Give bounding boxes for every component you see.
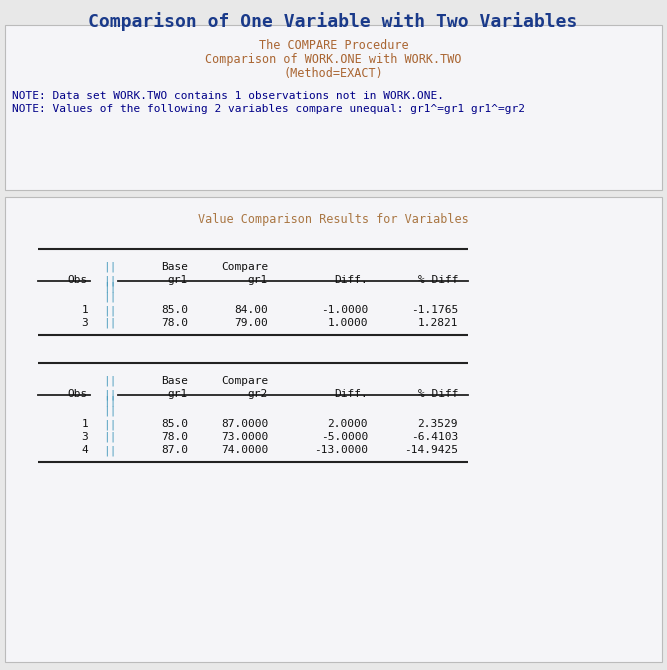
- Text: Compare: Compare: [221, 376, 268, 386]
- Text: ||: ||: [103, 275, 117, 285]
- Text: 87.0000: 87.0000: [221, 419, 268, 429]
- Text: 73.0000: 73.0000: [221, 432, 268, 442]
- FancyBboxPatch shape: [5, 197, 662, 662]
- Text: 4: 4: [81, 445, 88, 455]
- Text: Value Comparison Results for Variables: Value Comparison Results for Variables: [198, 213, 469, 226]
- Text: NOTE: Values of the following 2 variables compare unequal: gr1^=gr1 gr1^=gr2: NOTE: Values of the following 2 variable…: [12, 104, 525, 114]
- Text: The COMPARE Procedure: The COMPARE Procedure: [259, 39, 408, 52]
- Text: 87.0: 87.0: [161, 445, 188, 455]
- Text: -5.0000: -5.0000: [321, 432, 368, 442]
- Text: ||: ||: [103, 305, 117, 316]
- Text: (Method=EXACT): (Method=EXACT): [283, 67, 384, 80]
- Text: 1: 1: [81, 419, 88, 429]
- Text: gr1: gr1: [167, 275, 188, 285]
- Text: ||: ||: [103, 292, 117, 302]
- Text: Compare: Compare: [221, 262, 268, 272]
- Text: Base: Base: [161, 262, 188, 272]
- Text: NOTE: Data set WORK.TWO contains 1 observations not in WORK.ONE.: NOTE: Data set WORK.TWO contains 1 obser…: [12, 91, 444, 101]
- Text: ||: ||: [103, 445, 117, 456]
- Text: 1.0000: 1.0000: [327, 318, 368, 328]
- FancyBboxPatch shape: [5, 25, 662, 190]
- Text: Comparison of One Variable with Two Variables: Comparison of One Variable with Two Vari…: [88, 12, 578, 31]
- Text: Comparison of WORK.ONE with WORK.TWO: Comparison of WORK.ONE with WORK.TWO: [205, 53, 462, 66]
- Text: 85.0: 85.0: [161, 305, 188, 315]
- Text: 1: 1: [81, 305, 88, 315]
- Text: Base: Base: [161, 376, 188, 386]
- Text: -1.0000: -1.0000: [321, 305, 368, 315]
- Text: 85.0: 85.0: [161, 419, 188, 429]
- Text: 1.2821: 1.2821: [418, 318, 458, 328]
- Text: -1.1765: -1.1765: [411, 305, 458, 315]
- Text: 79.00: 79.00: [234, 318, 268, 328]
- Text: % Diff: % Diff: [418, 389, 458, 399]
- Text: ||: ||: [103, 406, 117, 417]
- Text: ||: ||: [103, 419, 117, 429]
- Text: gr1: gr1: [247, 275, 268, 285]
- Text: -13.0000: -13.0000: [314, 445, 368, 455]
- Text: 74.0000: 74.0000: [221, 445, 268, 455]
- Text: 2.3529: 2.3529: [418, 419, 458, 429]
- Text: 2.0000: 2.0000: [327, 419, 368, 429]
- Text: ||: ||: [103, 318, 117, 328]
- Text: ||: ||: [103, 432, 117, 442]
- Text: gr1: gr1: [167, 389, 188, 399]
- Text: 3: 3: [81, 318, 88, 328]
- Text: Obs: Obs: [68, 275, 88, 285]
- Text: 78.0: 78.0: [161, 432, 188, 442]
- Text: -14.9425: -14.9425: [404, 445, 458, 455]
- Text: Diff.: Diff.: [334, 389, 368, 399]
- Text: ||: ||: [103, 262, 117, 273]
- Text: ||: ||: [103, 376, 117, 387]
- Text: ||: ||: [103, 389, 117, 399]
- Text: ||: ||: [103, 395, 117, 405]
- Text: Obs: Obs: [68, 389, 88, 399]
- Text: % Diff: % Diff: [418, 275, 458, 285]
- Text: gr2: gr2: [247, 389, 268, 399]
- Text: 84.00: 84.00: [234, 305, 268, 315]
- Text: 78.0: 78.0: [161, 318, 188, 328]
- Text: 3: 3: [81, 432, 88, 442]
- Text: ||: ||: [103, 281, 117, 291]
- Text: -6.4103: -6.4103: [411, 432, 458, 442]
- Text: Diff.: Diff.: [334, 275, 368, 285]
